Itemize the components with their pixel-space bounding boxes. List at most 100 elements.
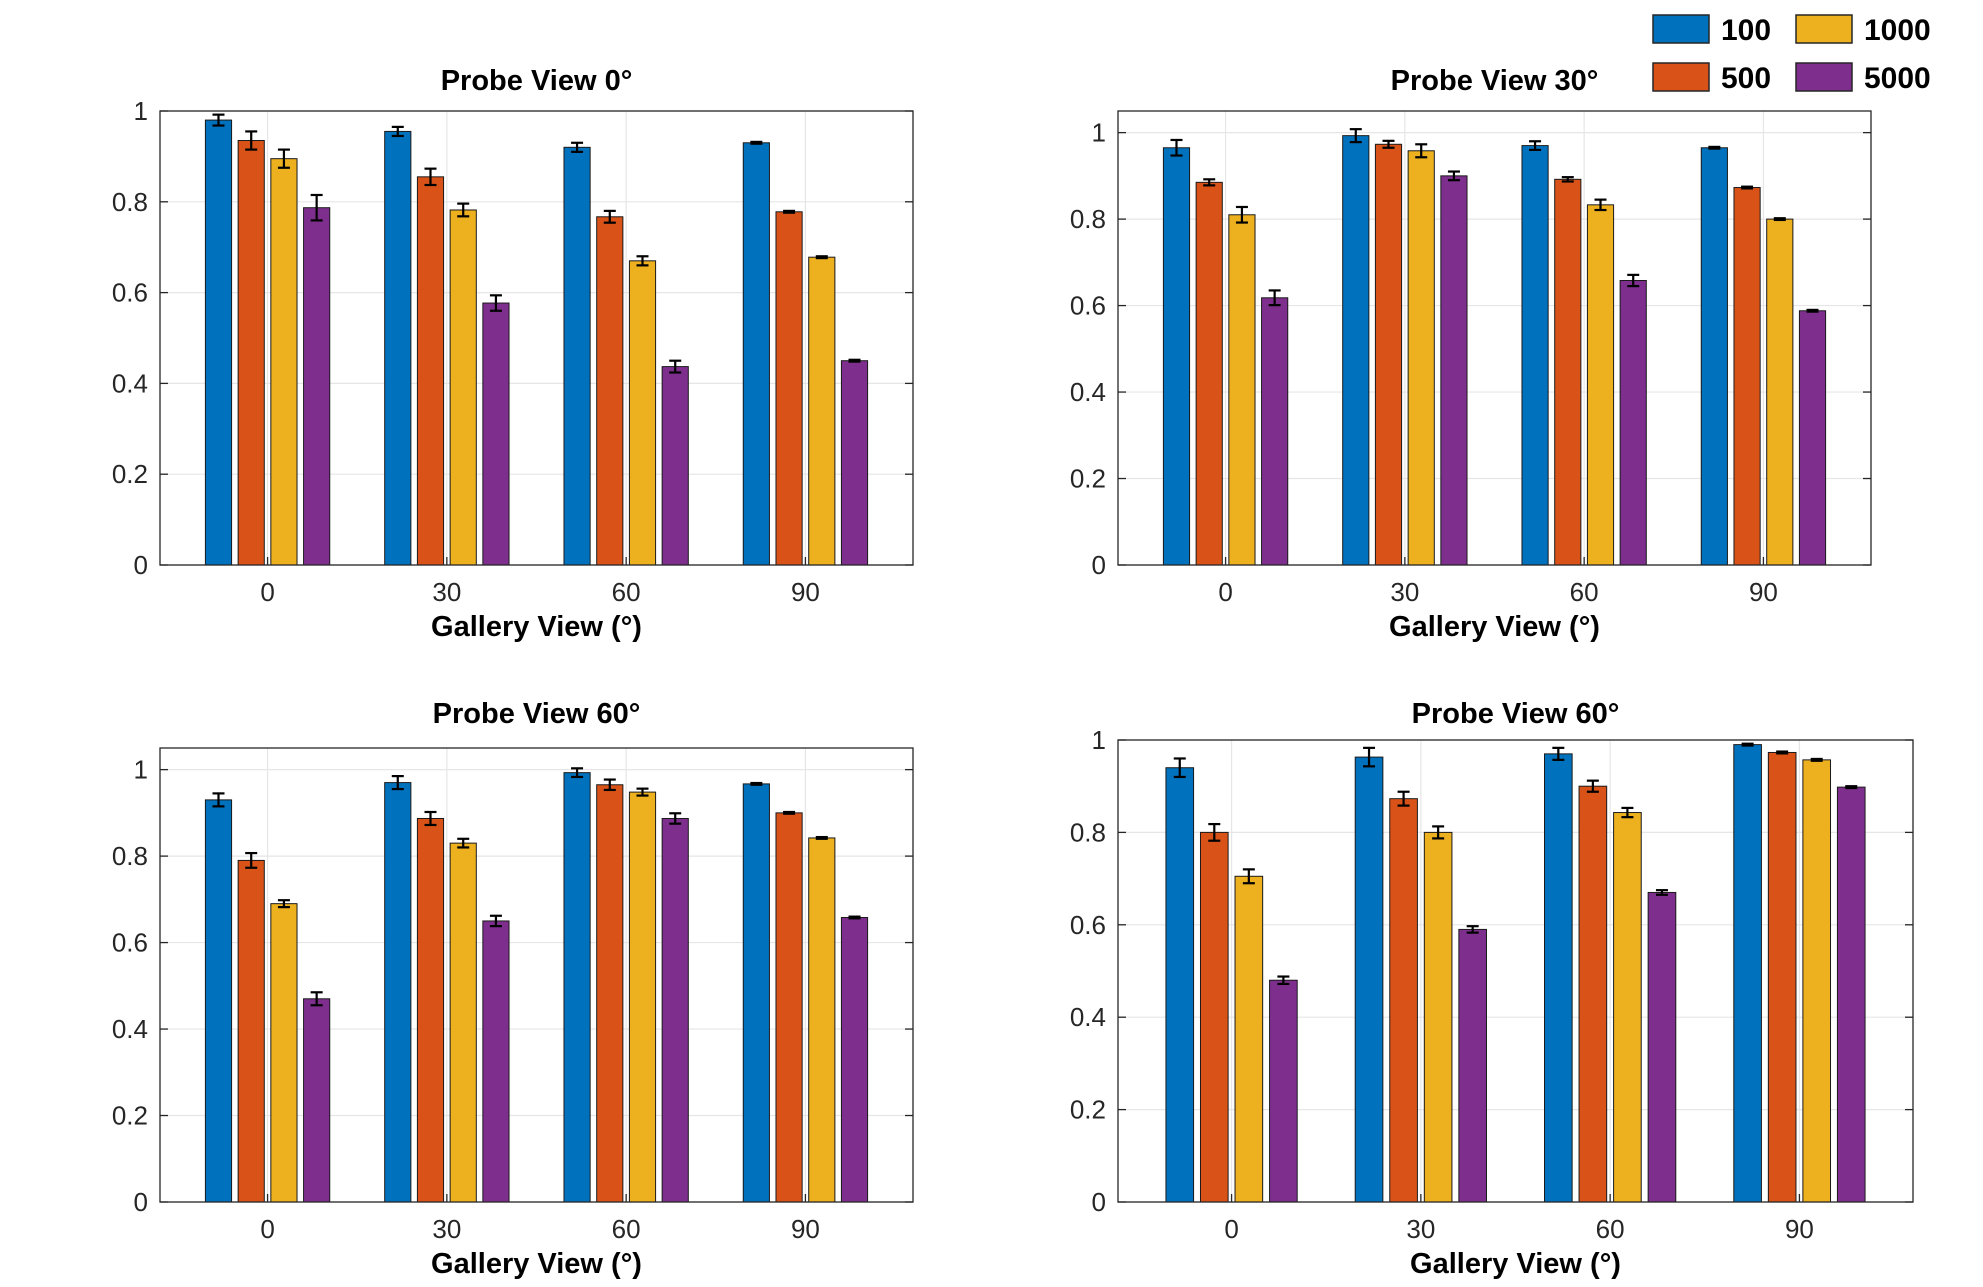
legend: 100 500 1000 5000 xyxy=(1652,14,1931,95)
bar xyxy=(1647,891,1677,1203)
x-tick-label: 90 xyxy=(1749,577,1778,607)
x-tick-label: 30 xyxy=(432,577,461,607)
bar xyxy=(1458,928,1487,1203)
y-tick-label: 1 xyxy=(134,96,148,126)
y-tick-label: 0.2 xyxy=(1070,1095,1106,1125)
y-tick-label: 0.4 xyxy=(112,1014,148,1044)
bar xyxy=(204,799,233,1203)
legend-swatch-1000 xyxy=(1795,14,1853,44)
bar xyxy=(808,256,836,566)
bar xyxy=(1440,175,1468,566)
y-tick-label: 1 xyxy=(1092,725,1106,755)
y-tick-label: 0.2 xyxy=(1070,464,1106,494)
x-tick-label: 90 xyxy=(791,577,820,607)
bar xyxy=(270,903,298,1203)
bar xyxy=(270,158,298,566)
x-tick-label: 60 xyxy=(1596,1214,1625,1244)
bar xyxy=(384,130,412,566)
bar xyxy=(384,782,412,1203)
x-tick-label: 30 xyxy=(432,1214,461,1244)
bar xyxy=(237,859,265,1203)
bar xyxy=(1836,786,1866,1203)
axes-box xyxy=(159,110,914,566)
chart-title: Probe View 60° xyxy=(433,698,641,730)
y-tick-label: 0 xyxy=(1092,1187,1106,1217)
chart-panel-1: 0 0.2 0.4 0.6 0.8 1 0 30 60 90 Probe View 0° Galler… xyxy=(112,65,914,643)
bar xyxy=(775,812,803,1203)
bar xyxy=(1423,831,1453,1203)
chart-title: Probe View 60° xyxy=(1412,698,1620,730)
bar xyxy=(1374,143,1403,566)
x-tick-label: 0 xyxy=(1218,577,1232,607)
legend-label-5000: 5000 xyxy=(1864,62,1931,95)
x-axis-label: Gallery View (°) xyxy=(1389,611,1600,643)
bar xyxy=(416,176,445,566)
bar xyxy=(1234,875,1264,1203)
legend-swatch-5000 xyxy=(1795,62,1853,92)
bar xyxy=(1407,150,1435,566)
chart-panel-4: 0 0.2 0.4 0.6 0.8 1 0 30 60 90 Probe View 60° Galle… xyxy=(1070,698,1914,1280)
bar xyxy=(742,142,770,566)
x-axis-label: Gallery View (°) xyxy=(431,1248,642,1280)
y-tick-label: 0.6 xyxy=(112,928,148,958)
bar xyxy=(482,920,510,1203)
chart-panel-2: 0 0.2 0.4 0.6 0.8 1 0 30 60 90 Probe View 30° Galle… xyxy=(1070,65,1872,643)
bar xyxy=(1613,812,1642,1203)
bar xyxy=(1165,767,1195,1203)
legend-label-500: 500 xyxy=(1721,62,1771,95)
x-tick-label: 30 xyxy=(1406,1214,1435,1244)
chart-title: Probe View 0° xyxy=(441,65,633,97)
bar xyxy=(1269,979,1298,1203)
axes-box xyxy=(1117,739,1914,1203)
x-tick-label: 30 xyxy=(1390,577,1419,607)
bar xyxy=(596,216,624,566)
bar xyxy=(742,783,770,1203)
bar xyxy=(1733,187,1761,566)
x-tick-label: 0 xyxy=(260,577,274,607)
bar xyxy=(1802,759,1832,1203)
x-axis-label: Gallery View (°) xyxy=(1410,1248,1621,1280)
bar xyxy=(840,360,869,566)
y-tick-label: 0.6 xyxy=(1070,910,1106,940)
x-tick-label: 90 xyxy=(791,1214,820,1244)
bar xyxy=(1700,147,1728,566)
bar xyxy=(1544,753,1573,1203)
y-tick-label: 1 xyxy=(134,755,148,785)
x-axis-label: Gallery View (°) xyxy=(431,611,642,643)
bar xyxy=(449,209,477,566)
y-tick-label: 0 xyxy=(134,1187,148,1217)
y-tick-label: 0.4 xyxy=(1070,1002,1106,1032)
bar xyxy=(237,140,265,566)
x-tick-label: 0 xyxy=(260,1214,274,1244)
bar xyxy=(563,146,591,566)
bar xyxy=(1733,744,1762,1203)
y-tick-label: 0.8 xyxy=(112,187,148,217)
bar xyxy=(1195,181,1223,566)
bar xyxy=(1586,204,1615,566)
y-tick-label: 0 xyxy=(1092,550,1106,580)
bar xyxy=(628,260,657,566)
y-tick-label: 0.6 xyxy=(112,278,148,308)
y-tick-label: 0.2 xyxy=(112,459,148,489)
bar xyxy=(1521,145,1549,566)
bar xyxy=(596,784,624,1203)
bar xyxy=(775,211,803,566)
y-tick-label: 0.6 xyxy=(1070,291,1106,321)
bar xyxy=(449,842,477,1203)
bar xyxy=(1767,751,1797,1203)
y-tick-label: 0.8 xyxy=(1070,204,1106,234)
bar xyxy=(1199,831,1229,1203)
bar xyxy=(1228,214,1256,566)
axes-box xyxy=(159,747,914,1203)
y-tick-label: 0.4 xyxy=(112,368,148,398)
x-tick-label: 90 xyxy=(1785,1214,1814,1244)
bar xyxy=(1389,798,1418,1203)
bar xyxy=(840,916,869,1203)
bar xyxy=(1162,147,1191,566)
chart-title: Probe View 30° xyxy=(1391,65,1599,97)
chart-panel-3: 0 0.2 0.4 0.6 0.8 1 0 30 60 90 Probe View 60° Galle… xyxy=(112,698,914,1280)
y-tick-label: 0 xyxy=(134,550,148,580)
bar xyxy=(303,998,331,1203)
legend-label-1000: 1000 xyxy=(1864,14,1931,47)
